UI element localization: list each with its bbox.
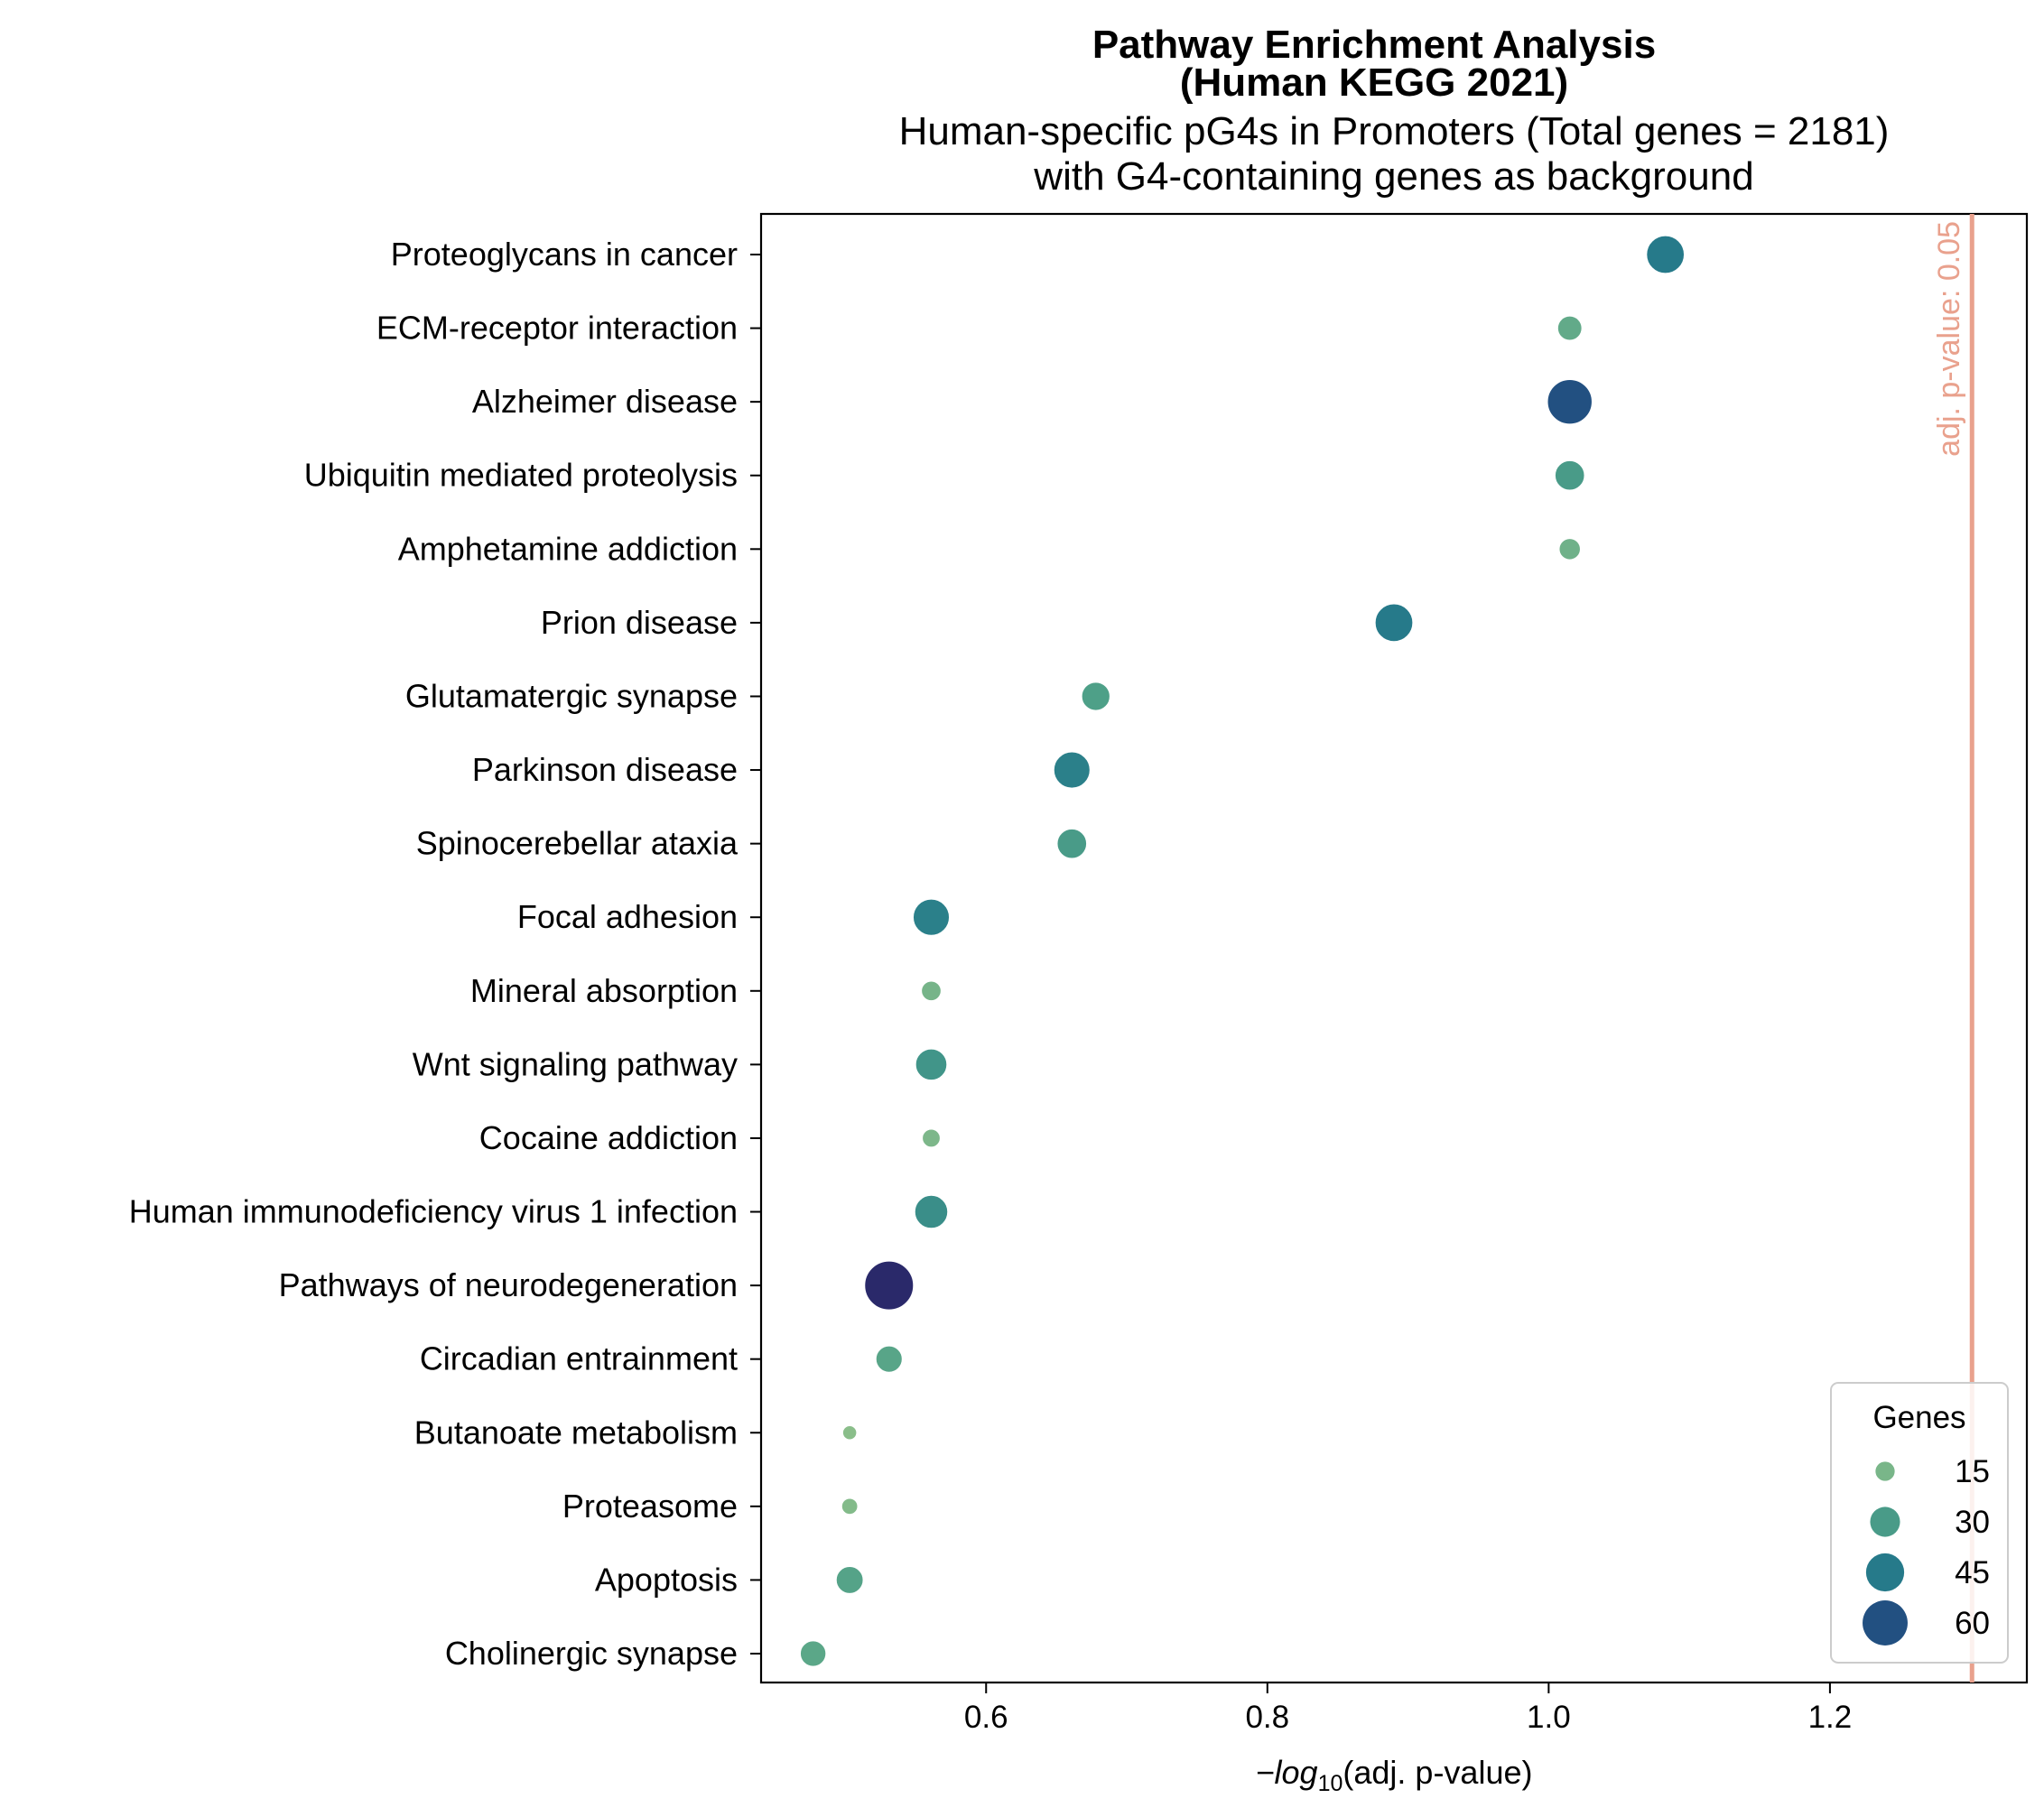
x-axis-label: −log10(adj. p-value) <box>1256 1754 1533 1796</box>
data-point <box>1556 315 1584 341</box>
data-point <box>1081 681 1111 712</box>
category-label: Amphetamine addiction <box>398 530 738 567</box>
chart-subtitle: Human-specific pG4s in Promoters (Total … <box>899 109 1890 199</box>
data-point <box>1645 235 1686 274</box>
category-label: Proteasome <box>562 1488 738 1525</box>
category-label: Butanoate metabolism <box>414 1414 738 1451</box>
x-label-subscript: 10 <box>1318 1771 1343 1796</box>
y-axis: Proteoglycans in cancer ECM-receptor inte… <box>129 236 761 1672</box>
category-label: Prion disease <box>541 604 738 641</box>
category-label: Human immunodeficiency virus 1 infection <box>129 1193 738 1230</box>
data-point <box>841 1424 858 1442</box>
legend-marker <box>1875 1461 1895 1481</box>
category-label: Mineral absorption <box>470 972 738 1009</box>
data-point <box>799 1639 827 1668</box>
category-label: ECM-receptor interaction <box>376 310 738 347</box>
legend-box <box>1830 1382 2009 1664</box>
x-tick-label: 1.0 <box>1527 1700 1571 1735</box>
category-label: Cholinergic synapse <box>445 1635 738 1672</box>
data-point <box>921 1128 942 1148</box>
x-tick-label: 1.2 <box>1808 1700 1853 1735</box>
legend-marker <box>1863 1600 1908 1645</box>
legend-label: 30 <box>1955 1505 1990 1540</box>
category-label: Cocaine addiction <box>479 1119 738 1156</box>
category-label: Glutamatergic synapse <box>405 677 738 714</box>
data-point <box>1557 537 1582 561</box>
data-point <box>1053 751 1092 790</box>
data-point <box>914 1194 949 1229</box>
legend-title: Genes <box>1872 1400 1965 1435</box>
category-label: Spinocerebellar ataxia <box>416 825 739 862</box>
legend: Genes 15 30 45 60 <box>1830 1382 2009 1664</box>
category-label: Proteoglycans in cancer <box>391 236 738 273</box>
data-point <box>1055 828 1088 859</box>
data-point <box>835 1565 865 1595</box>
data-point <box>1374 603 1414 643</box>
data-point <box>875 1345 904 1374</box>
plot-area <box>759 212 2029 1684</box>
x-tick-label: 0.6 <box>964 1700 1008 1735</box>
data-point <box>920 979 943 1002</box>
category-label: Circadian entrainment <box>420 1340 738 1377</box>
legend-marker <box>1870 1506 1900 1537</box>
chart-title: Pathway Enrichment Analysis (Human KEGG 2… <box>1092 23 1656 105</box>
category-label: Apoptosis <box>595 1561 738 1598</box>
x-axis: 0.6 0.8 1.0 1.2 <box>964 1683 1852 1735</box>
data-points <box>799 235 1686 1668</box>
legend-label: 45 <box>1955 1555 1990 1590</box>
category-label: Wnt signaling pathway <box>413 1045 738 1082</box>
data-point <box>841 1497 859 1516</box>
legend-label: 15 <box>1955 1454 1990 1489</box>
data-point <box>912 898 951 937</box>
title-line: with G4-containing genes as background <box>1033 154 1753 199</box>
data-point <box>863 1260 915 1312</box>
category-label: Alzheimer disease <box>472 383 738 420</box>
title-line: Pathway Enrichment Analysis <box>1092 23 1656 67</box>
title-line: Human-specific pG4s in Promoters (Total … <box>899 109 1890 153</box>
title-line: (Human KEGG 2021) <box>1180 60 1568 105</box>
x-label-log: −log <box>1256 1754 1318 1791</box>
data-point <box>1554 459 1586 492</box>
x-label-suffix: (adj. p-value) <box>1343 1754 1532 1791</box>
category-label: Parkinson disease <box>472 751 738 788</box>
x-tick-label: 0.8 <box>1245 1700 1289 1735</box>
data-point <box>1547 378 1593 425</box>
legend-marker <box>1865 1553 1905 1592</box>
reference-line-label: adj. p-value: 0.05 <box>1932 221 1966 457</box>
category-label: Pathways of neurodegeneration <box>279 1266 738 1303</box>
category-label: Focal adhesion <box>517 898 738 935</box>
legend-label: 60 <box>1955 1606 1990 1641</box>
category-label: Ubiquitin mediated proteolysis <box>304 457 738 494</box>
data-point <box>915 1048 948 1081</box>
